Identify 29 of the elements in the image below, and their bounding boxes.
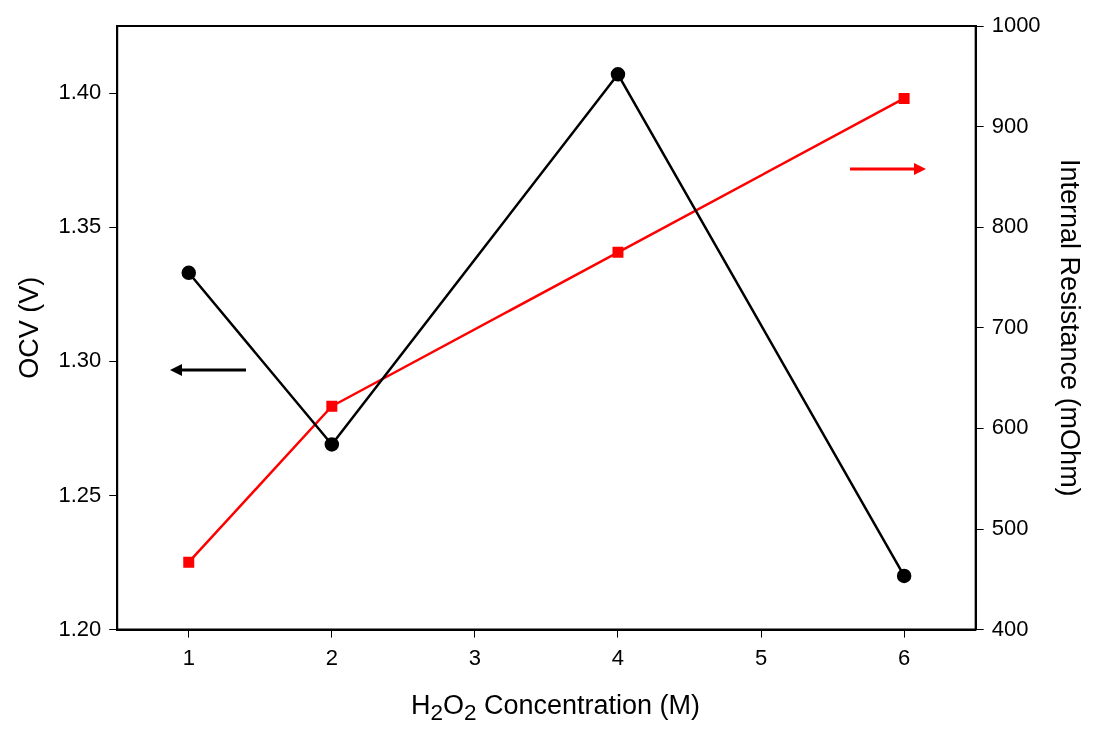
point xyxy=(326,400,338,412)
y2-axis-title: Internal Resistance (mOhm) xyxy=(1055,159,1086,497)
x-tick-label: 5 xyxy=(754,644,768,670)
y-axis-title: OCV (V) xyxy=(13,276,44,379)
y-tick-label: 1.20 xyxy=(58,615,102,641)
point xyxy=(181,265,197,281)
x-tick-label: 3 xyxy=(468,644,482,670)
y-tick-label: 1.35 xyxy=(58,213,102,239)
y-tick-label: 1.25 xyxy=(58,481,102,507)
y2-tick-label: 400 xyxy=(991,615,1029,641)
y2-tick-label: 900 xyxy=(991,112,1029,138)
y2-tick-label: 500 xyxy=(991,515,1029,541)
y2-tick-label: 1000 xyxy=(991,12,1041,38)
y2-tick-label: 700 xyxy=(991,313,1029,339)
point xyxy=(610,67,626,82)
y2-tick-label: 800 xyxy=(991,213,1029,239)
point xyxy=(896,568,912,584)
x-tick-label: 2 xyxy=(325,644,338,670)
y-tick-label: 1.30 xyxy=(58,347,102,373)
x-tick-label: 4 xyxy=(611,644,625,670)
x-tick-label: 1 xyxy=(182,644,195,670)
y2-tick-label: 600 xyxy=(991,414,1029,440)
x-axis-title: H$_{2}$O$_{2}$ Concentration (M) xyxy=(409,690,702,727)
point xyxy=(324,437,340,452)
x-tick-label: 6 xyxy=(898,644,911,670)
y-tick-label: 1.40 xyxy=(58,79,102,105)
point xyxy=(183,556,195,568)
point xyxy=(898,92,910,104)
point xyxy=(612,246,624,258)
